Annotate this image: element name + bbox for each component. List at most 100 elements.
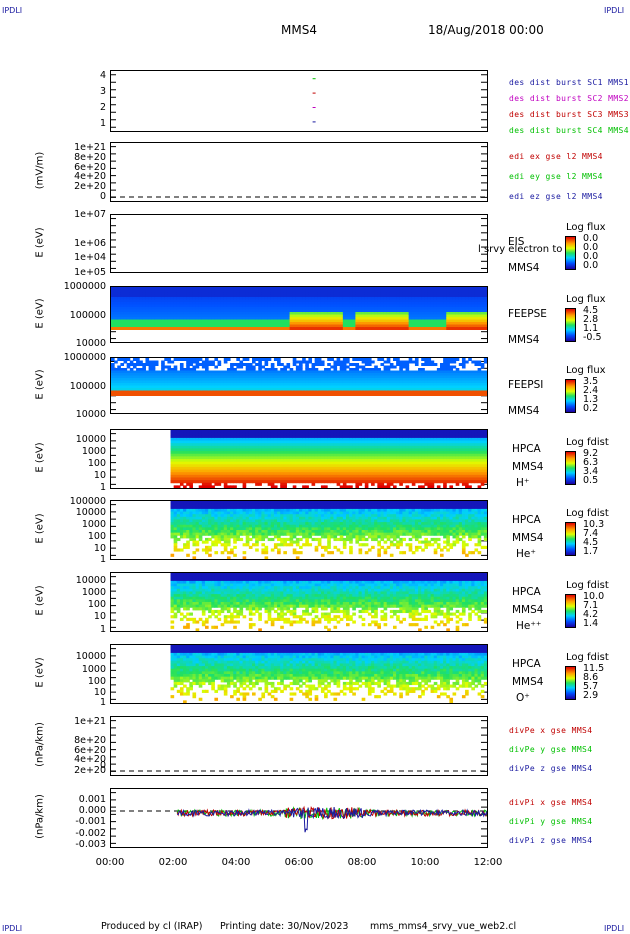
panel-4-cell (129, 289, 134, 293)
panel-5-cell (424, 358, 428, 361)
panel-4-cell (452, 297, 457, 300)
panel-4-cell (386, 314, 391, 318)
panel-4-cell (252, 287, 256, 290)
panel-6-cell (320, 456, 325, 460)
panel-6-cell (226, 469, 231, 473)
panel-5-cell (430, 375, 435, 379)
panel-5-cell (161, 390, 165, 394)
panel-4-cell (214, 304, 219, 308)
panel-5-cell (142, 390, 146, 394)
panel-6-cell (245, 459, 250, 463)
panel-5-cell (211, 390, 215, 394)
panel-5-cell (154, 380, 159, 384)
panel-6-cell (308, 456, 313, 460)
panel-5-cell (483, 388, 487, 391)
panel-6-cell (195, 480, 200, 484)
panel-5-cell (386, 375, 391, 379)
panel-4-cell (145, 322, 150, 325)
panel-4-cell (217, 292, 222, 295)
panel-5-cell (292, 385, 297, 389)
panel-4-cell (292, 312, 297, 315)
panel-2-legend-item: edi ez gse l2 MMS4 (509, 192, 603, 201)
panel-6-cell (311, 464, 316, 468)
panel-4-cell (261, 292, 266, 295)
panel-5-cell (399, 393, 403, 396)
panel-4-cell (164, 292, 168, 295)
panel-5-cell (198, 390, 203, 394)
panel-4-cell (111, 317, 115, 320)
panel-4-cell (283, 297, 287, 300)
panel-4-cell (383, 314, 388, 318)
panel-6-cell (183, 435, 187, 439)
panel-6-cell (198, 459, 203, 463)
panel-4-cell (314, 312, 319, 315)
panel-6-cell (320, 474, 325, 478)
panel-5-cell (220, 370, 225, 374)
panel-4-cell (167, 297, 172, 300)
panel-6-cell (327, 466, 331, 471)
panel-6-cell (252, 469, 256, 473)
panel-4-cell (236, 307, 240, 310)
panel-5-cell (339, 378, 344, 381)
panel-4-cell (358, 324, 363, 328)
panel-4-cell (205, 327, 209, 330)
panel-4-cell (367, 292, 372, 295)
panel-5-cell (299, 393, 303, 396)
panel-5-cell (474, 363, 479, 366)
panel-6-cell (305, 451, 309, 455)
panel-4-cell (399, 314, 403, 318)
panel-6-cell (273, 472, 278, 476)
panel-5-cell (461, 375, 466, 379)
panel-5-cell (280, 378, 284, 381)
panel-5-cell (189, 358, 193, 361)
panel-5-cell (377, 370, 381, 374)
panel-5-cell (255, 380, 259, 384)
panel-5-cell (483, 385, 487, 389)
panel-5-cell (139, 373, 143, 376)
panel-4-cell (151, 319, 156, 323)
panel-5-cell (305, 378, 309, 381)
panel-4-cell (123, 327, 128, 330)
panel-4-cell (214, 309, 219, 313)
panel-5-cell (245, 388, 250, 391)
panel-4-cell (480, 287, 485, 290)
panel-4-cell (352, 287, 356, 290)
panel-4-cell (320, 314, 325, 318)
panel-4-cell (355, 309, 360, 313)
panel-5-cell (399, 380, 403, 384)
panel-4-cell (336, 317, 341, 320)
panel-4-cell (399, 312, 403, 315)
panel-5-cell (389, 388, 394, 391)
panel-6-cell (261, 459, 266, 463)
panel-5-cell (424, 370, 428, 374)
panel-5-cell (201, 365, 206, 369)
panel-5-cell (427, 390, 432, 394)
panel-5-cell (305, 393, 309, 396)
panel-1-ytick: 4 (99, 70, 106, 81)
panel-5-cell (311, 393, 316, 396)
panel-4-cell (461, 312, 466, 315)
panel-4-cell (264, 297, 269, 300)
panel-4-cell (195, 309, 200, 313)
panel-5-cell (173, 380, 178, 384)
panel-4-cell (355, 297, 360, 300)
panel-6-cell (305, 485, 309, 488)
panel-4-cell (198, 319, 203, 323)
panel-6-cell (230, 443, 234, 447)
panel-5-cell (383, 370, 388, 374)
panel-5-cell (414, 363, 419, 366)
panel-5-cell (455, 368, 460, 371)
panel-6-cell (255, 432, 259, 436)
panel-5-cell (380, 390, 385, 394)
panel-4-cell (214, 322, 219, 325)
panel-4-cell (305, 327, 309, 330)
panel-5-cell (377, 390, 381, 394)
panel-4-cell (393, 287, 397, 290)
panel-5-cell (239, 380, 244, 384)
panel-4-cell (183, 314, 187, 318)
panel-5-cell (267, 368, 272, 371)
panel-4-cell (158, 307, 162, 310)
panel-4-cell (299, 297, 303, 300)
panel-5-cell (252, 375, 256, 379)
panel-4-cell (471, 299, 475, 303)
